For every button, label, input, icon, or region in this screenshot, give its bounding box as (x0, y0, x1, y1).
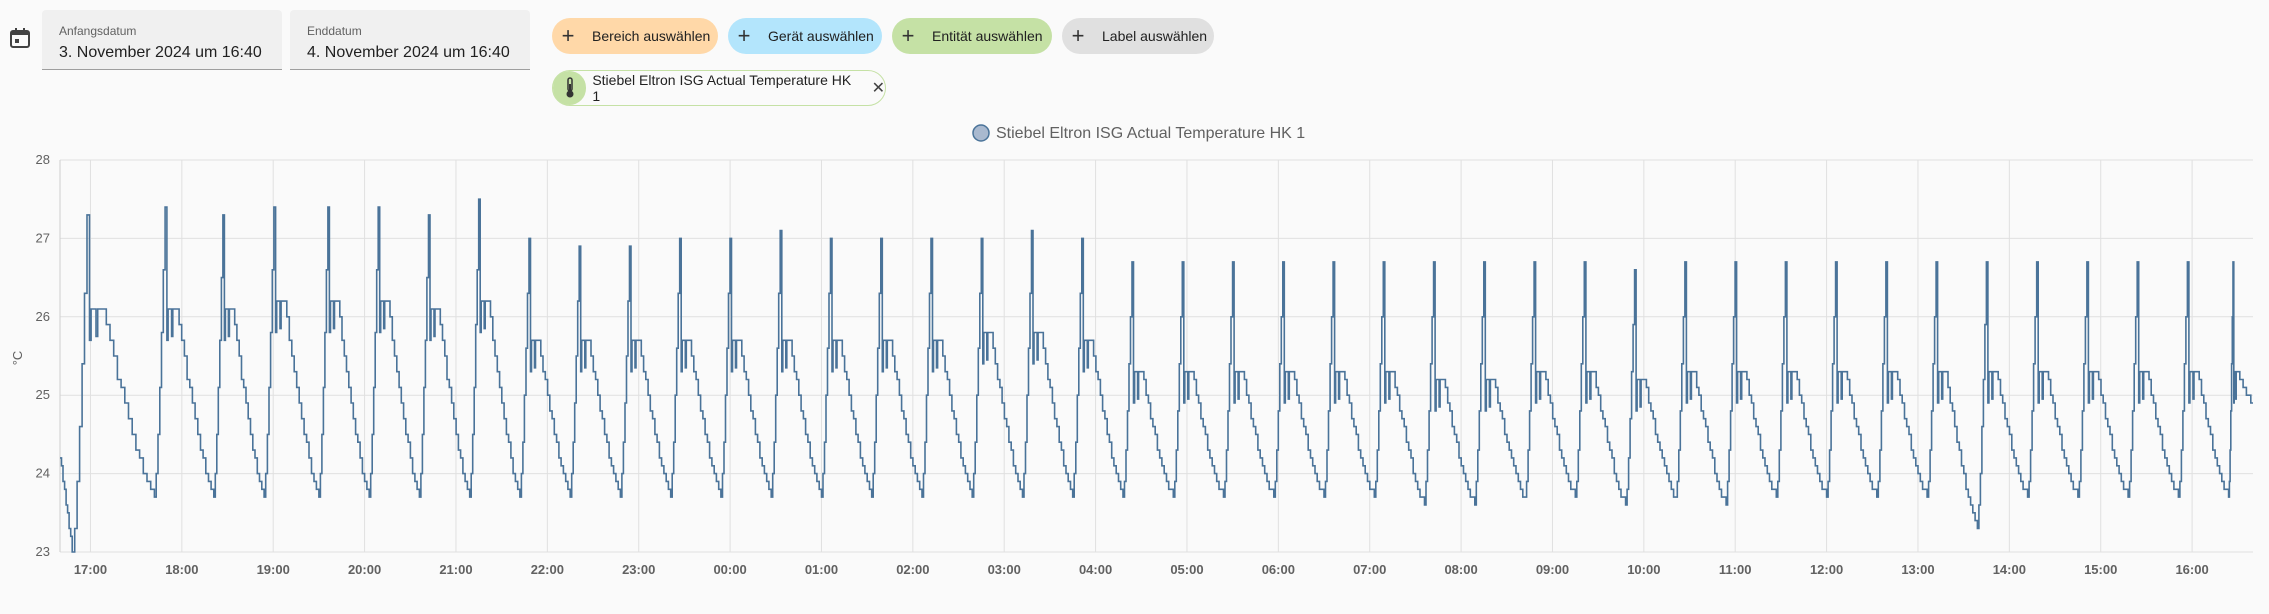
end-date-label: Enddatum (307, 24, 362, 38)
y-tick-label: 28 (36, 152, 50, 167)
x-tick-label: 04:00 (1079, 562, 1112, 577)
selected-entity-chip[interactable]: Stiebel Eltron ISG Actual Temperature HK… (552, 70, 886, 106)
x-tick-label: 01:00 (805, 562, 838, 577)
x-tick-label: 15:00 (2084, 562, 2117, 577)
area-filter-label: Bereich auswählen (592, 28, 711, 44)
end-date-field[interactable]: Enddatum 4. November 2024 um 16:40 (290, 10, 530, 70)
start-date-value: 3. November 2024 um 16:40 (59, 44, 262, 61)
plus-icon: + (561, 23, 575, 48)
x-tick-label: 23:00 (622, 562, 655, 577)
x-tick-label: 09:00 (1536, 562, 1569, 577)
legend-marker (972, 124, 990, 142)
entity-filter-chip[interactable]: + Entität auswählen (892, 18, 1052, 54)
x-tick-label: 13:00 (1901, 562, 1934, 577)
x-tick-label: 17:00 (74, 562, 107, 577)
plus-icon: + (737, 23, 751, 48)
start-date-field[interactable]: Anfangsdatum 3. November 2024 um 16:40 (42, 10, 282, 70)
calendar-icon[interactable] (8, 26, 32, 50)
label-filter-chip[interactable]: + Label auswählen (1062, 18, 1214, 54)
chart-legend[interactable]: Stiebel Eltron ISG Actual Temperature HK… (972, 124, 1305, 142)
x-tick-label: 22:00 (531, 562, 564, 577)
device-filter-label: Gerät auswählen (768, 28, 874, 44)
start-date-label: Anfangsdatum (59, 24, 137, 38)
plus-icon: + (901, 23, 915, 48)
temperature-series-line[interactable] (60, 198, 2253, 553)
x-tick-label: 10:00 (1627, 562, 1660, 577)
x-tick-label: 07:00 (1353, 562, 1386, 577)
x-tick-label: 08:00 (1444, 562, 1477, 577)
y-axis-label: °C (10, 351, 25, 366)
x-tick-label: 18:00 (165, 562, 198, 577)
remove-entity-icon[interactable]: ✕ (871, 80, 885, 97)
x-tick-label: 03:00 (988, 562, 1021, 577)
device-filter-chip[interactable]: + Gerät auswählen (728, 18, 882, 54)
x-tick-label: 05:00 (1170, 562, 1203, 577)
x-tick-label: 11:00 (1719, 562, 1752, 577)
entity-filter-label: Entität auswählen (932, 28, 1043, 44)
x-tick-label: 20:00 (348, 562, 381, 577)
end-date-value: 4. November 2024 um 16:40 (307, 44, 510, 61)
x-tick-label: 02:00 (896, 562, 929, 577)
x-axis: 17:00 18:00 19:00 20:00 21:00 22:00 23:00 00:00… (74, 562, 2209, 577)
x-tick-label: 12:00 (1810, 562, 1843, 577)
x-tick-label: 06:00 (1262, 562, 1295, 577)
y-tick-label: 27 (36, 230, 50, 245)
selected-entity-label: Stiebel Eltron ISG Actual Temperature HK… (592, 72, 852, 104)
thermometer-icon (553, 71, 587, 105)
x-tick-label: 19:00 (257, 562, 290, 577)
x-tick-label: 00:00 (713, 562, 746, 577)
y-tick-label: 23 (36, 544, 50, 559)
y-tick-label: 24 (36, 466, 50, 481)
temperature-chart: Stiebel Eltron ISG Actual Temperature HK… (10, 124, 2253, 577)
y-tick-label: 25 (36, 387, 50, 402)
y-tick-label: 26 (36, 309, 50, 324)
y-axis: 23 24 25 26 27 28 (36, 152, 50, 559)
plus-icon: + (1071, 23, 1085, 48)
chart-grid (59, 159, 2253, 553)
x-tick-label: 14:00 (1993, 562, 2026, 577)
legend-label: Stiebel Eltron ISG Actual Temperature HK… (996, 125, 1305, 142)
x-tick-label: 21:00 (439, 562, 472, 577)
label-filter-label: Label auswählen (1102, 28, 1208, 44)
area-filter-chip[interactable]: + Bereich auswählen (552, 18, 718, 54)
x-tick-label: 16:00 (2175, 562, 2208, 577)
